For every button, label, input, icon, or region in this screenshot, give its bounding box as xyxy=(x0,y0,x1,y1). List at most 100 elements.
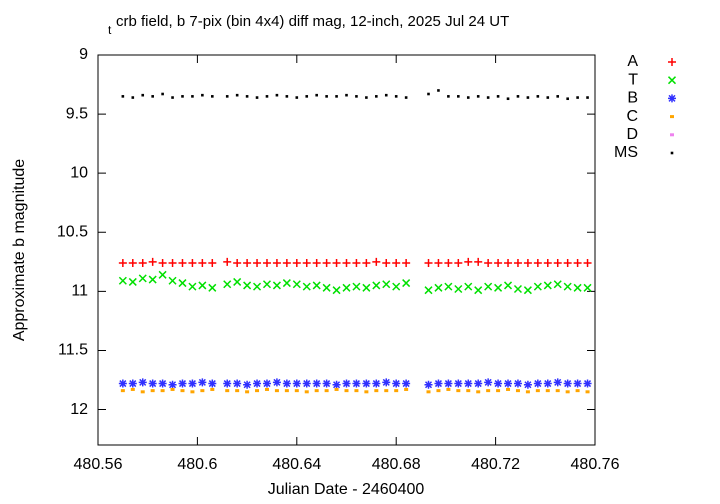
data-point xyxy=(426,390,431,394)
data-point xyxy=(335,95,338,98)
data-point xyxy=(563,379,572,388)
y-tick-label: 11 xyxy=(71,283,88,300)
data-point xyxy=(575,389,580,393)
data-point xyxy=(362,379,371,388)
data-point xyxy=(235,389,240,393)
data-point xyxy=(264,387,269,391)
data-point xyxy=(272,378,281,387)
data-point xyxy=(496,389,501,393)
y-tick-label: 10 xyxy=(70,164,88,181)
data-point xyxy=(235,93,239,97)
data-point xyxy=(118,276,127,285)
data-point xyxy=(466,96,470,99)
data-point xyxy=(131,96,135,99)
data-point xyxy=(516,95,520,98)
data-point xyxy=(563,259,572,267)
data-point xyxy=(437,89,440,92)
data-point xyxy=(394,389,399,393)
data-point xyxy=(402,279,411,288)
data-point xyxy=(312,281,321,290)
data-point xyxy=(503,281,513,290)
data-point xyxy=(474,379,483,388)
data-point xyxy=(515,389,520,393)
data-point xyxy=(404,387,409,391)
data-point xyxy=(583,283,592,292)
data-point xyxy=(466,389,471,393)
legend-label: C xyxy=(626,108,638,125)
data-point xyxy=(315,93,318,97)
data-point xyxy=(190,390,195,394)
data-point xyxy=(150,389,155,393)
y-axis-label: Approximate b magnitude xyxy=(11,159,28,341)
data-point xyxy=(304,390,309,394)
data-point xyxy=(168,380,177,389)
data-point xyxy=(243,259,252,267)
x-axis-label: Julian Date - 2460400 xyxy=(268,481,425,498)
data-point xyxy=(284,389,289,393)
y-tick-label: 9 xyxy=(79,46,88,63)
data-point xyxy=(253,282,262,291)
data-point xyxy=(494,379,503,388)
data-point xyxy=(223,280,232,289)
data-point xyxy=(523,380,532,389)
data-point xyxy=(128,277,137,286)
data-point xyxy=(486,389,491,393)
data-point xyxy=(392,379,401,388)
data-point xyxy=(295,96,299,99)
legend-marker xyxy=(668,94,676,103)
data-point xyxy=(140,390,145,394)
data-point xyxy=(464,379,473,388)
data-point xyxy=(170,387,175,391)
data-point xyxy=(506,387,511,391)
data-point xyxy=(494,259,503,267)
data-point xyxy=(312,259,321,267)
x-tick-label: 480.68 xyxy=(372,456,421,473)
data-point xyxy=(447,95,450,98)
data-point xyxy=(553,259,562,267)
data-point xyxy=(513,379,522,388)
data-point xyxy=(345,93,348,97)
data-point xyxy=(525,390,530,394)
data-point xyxy=(141,93,145,97)
data-point xyxy=(210,387,215,391)
data-point xyxy=(523,259,532,267)
data-point xyxy=(208,259,217,267)
data-point xyxy=(573,379,582,388)
data-point xyxy=(546,96,550,99)
data-point xyxy=(454,259,463,267)
data-point xyxy=(233,277,242,286)
data-point xyxy=(118,259,127,267)
data-point xyxy=(464,282,473,291)
data-point xyxy=(292,280,301,289)
data-point xyxy=(282,379,291,388)
data-point xyxy=(364,390,369,394)
data-point xyxy=(474,257,483,266)
data-point xyxy=(188,379,197,388)
data-point xyxy=(585,390,590,394)
data-point xyxy=(402,259,411,267)
data-point xyxy=(555,389,560,393)
data-point xyxy=(305,95,309,98)
data-point xyxy=(181,95,184,98)
legend-label: D xyxy=(626,126,638,143)
data-point xyxy=(535,389,540,393)
data-point xyxy=(484,378,493,387)
data-point xyxy=(402,379,411,388)
chart-title-subscript: t xyxy=(108,23,112,37)
y-tick-label: 11.5 xyxy=(58,342,88,359)
legend-marker xyxy=(670,133,674,137)
data-point xyxy=(372,257,381,266)
legend-marker xyxy=(667,76,677,85)
data-point xyxy=(536,95,540,98)
data-point xyxy=(285,95,289,98)
data-point xyxy=(382,280,391,289)
legend-label: B xyxy=(627,90,638,107)
data-point xyxy=(225,95,229,98)
data-point xyxy=(208,283,217,292)
y-tick-label: 10.5 xyxy=(57,223,88,240)
data-point xyxy=(404,96,408,99)
data-point xyxy=(225,389,230,393)
data-point xyxy=(161,92,164,96)
data-point xyxy=(332,259,341,267)
